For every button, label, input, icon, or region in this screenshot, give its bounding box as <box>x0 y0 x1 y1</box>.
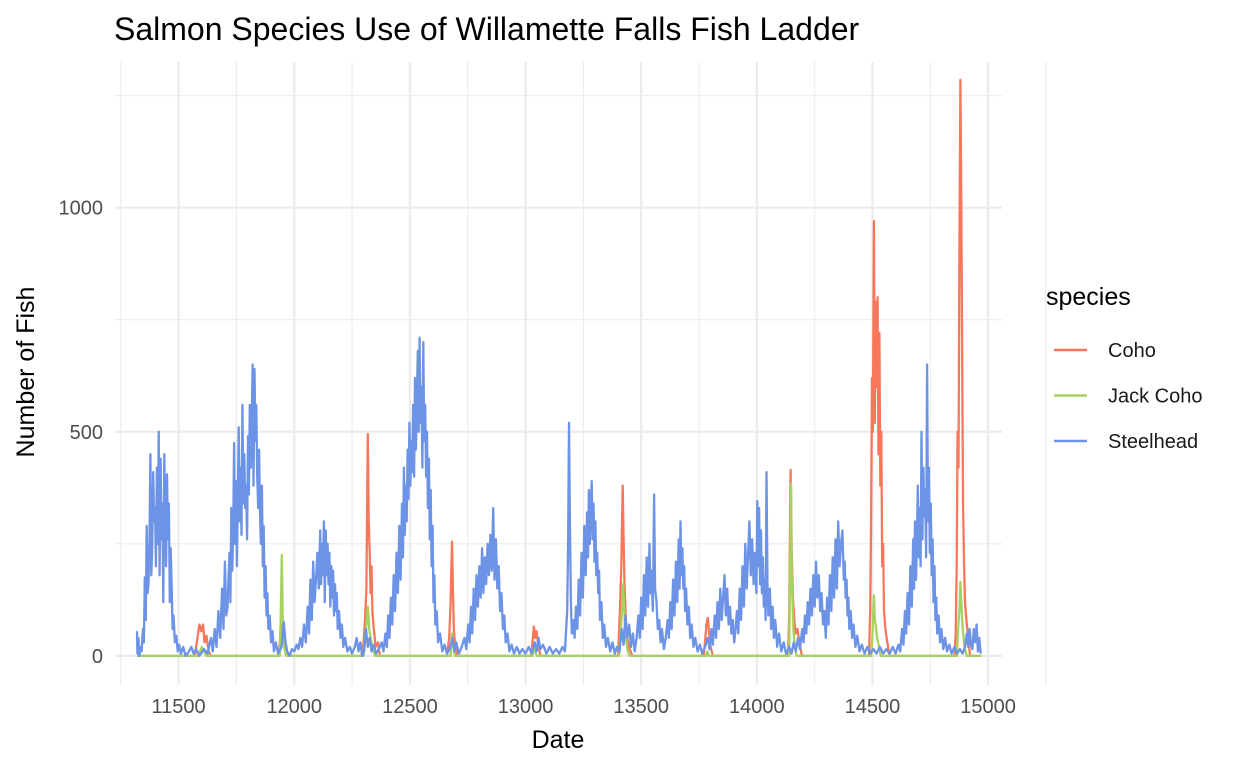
legend-label: Steelhead <box>1108 431 1198 453</box>
chart-title: Salmon Species Use of Willamette Falls F… <box>114 11 860 47</box>
series-line-coho <box>137 78 982 658</box>
series-lines <box>135 78 982 658</box>
x-tick-label: 14000 <box>729 696 785 718</box>
grid <box>115 62 1047 685</box>
series-line-steelhead <box>135 336 982 658</box>
y-tick-label: 0 <box>92 646 103 668</box>
x-tick-label: 12000 <box>266 696 322 718</box>
legend: species Coho Jack Coho Steelhead <box>1046 283 1203 453</box>
x-tick-label: 13500 <box>613 696 669 718</box>
x-tick-label: 15000 <box>960 696 1016 718</box>
y-axis-ticks: 0 500 1000 <box>59 198 104 668</box>
x-tick-label: 12500 <box>382 696 438 718</box>
x-tick-label: 13000 <box>498 696 554 718</box>
y-axis-title: Number of Fish <box>12 287 40 458</box>
y-tick-label: 500 <box>70 422 103 444</box>
x-axis-title: Date <box>532 726 585 754</box>
series-line-jack-coho <box>137 482 982 658</box>
y-tick-label: 1000 <box>59 198 104 220</box>
x-axis-ticks: 11500 12000 12500 13000 13500 14000 14500 15000 <box>152 696 1016 718</box>
legend-label: Coho <box>1108 340 1156 362</box>
x-tick-label: 14500 <box>845 696 901 718</box>
x-tick-label: 11500 <box>152 696 206 718</box>
legend-label: Jack Coho <box>1108 386 1203 408</box>
legend-title: species <box>1046 283 1131 311</box>
